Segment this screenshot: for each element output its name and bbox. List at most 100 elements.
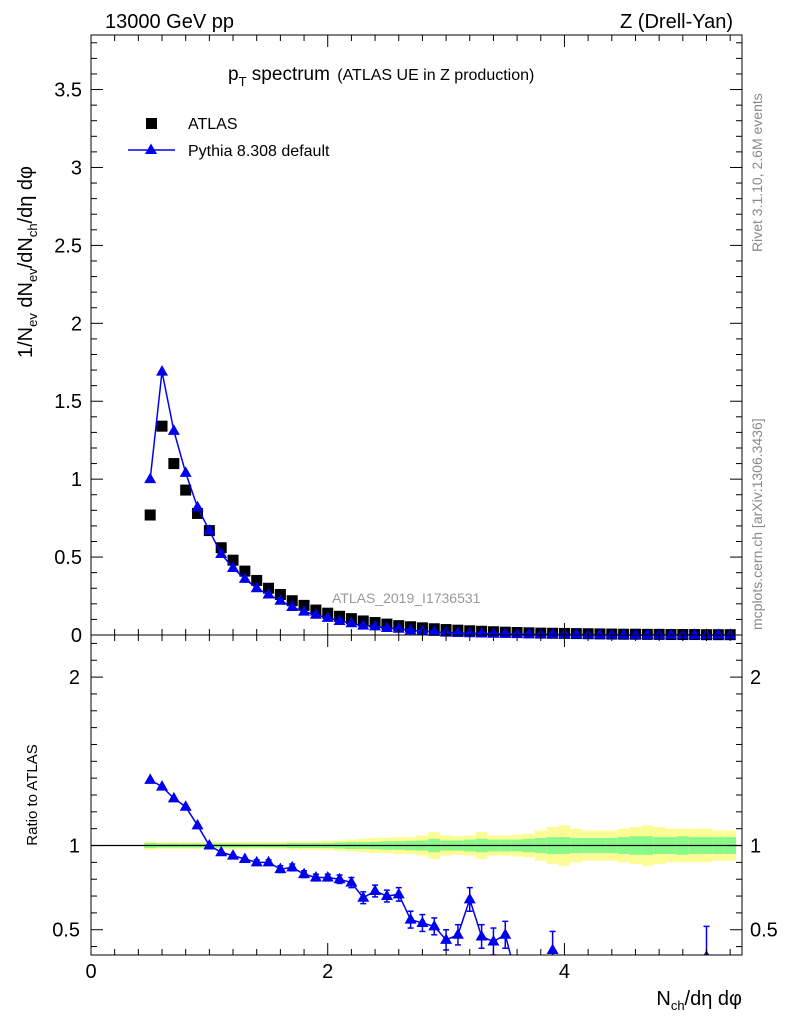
- main-y-tick-label: 2: [71, 313, 82, 335]
- ratio-panel-marks: [144, 773, 710, 955]
- pythia-data-point: [227, 561, 240, 572]
- atlas-data-point: [144, 509, 156, 521]
- ratio-data-point: [262, 855, 275, 867]
- ratio-data-point: [428, 919, 441, 931]
- pythia-data-point: [345, 616, 358, 628]
- main-y-axis-label: 1/Nev dNev/dNch/dη dφ: [15, 166, 40, 358]
- ratio-y-tick-label-right: 0.5: [750, 920, 778, 942]
- pythia-data-point: [369, 619, 382, 631]
- pythia-data-point: [286, 600, 299, 611]
- ratio-data-point: [274, 862, 287, 874]
- ratio-panel-axes: 0 2 4 0.5 0.5 1 1 2 2: [52, 634, 778, 983]
- ratio-data-point: [250, 855, 263, 867]
- plot-title-subscript: T: [239, 74, 247, 89]
- legend-atlas-marker: [146, 118, 157, 129]
- pythia-data-point: [333, 614, 346, 625]
- ratio-data-point: [499, 928, 512, 939]
- pythia-data-point: [617, 628, 630, 639]
- ratio-data-point: [167, 791, 180, 803]
- atlas-data-point: [251, 574, 263, 586]
- ratio-data-point: [345, 876, 358, 887]
- main-y-tick-label: 3: [71, 157, 82, 179]
- ratio-data-point: [546, 943, 559, 954]
- ratio-y-tick-label: 2: [69, 667, 80, 689]
- ratio-data-point: [475, 929, 488, 941]
- pythia-data-point: [392, 622, 405, 633]
- pythia-data-point: [309, 608, 322, 619]
- x-axis-label: Nch/dη dφ: [656, 988, 742, 1013]
- legend-pythia-label: Pythia 8.308 default: [188, 143, 330, 160]
- ratio-data-point: [369, 884, 382, 895]
- plot-title-note: (ATLAS UE in Z production): [337, 67, 534, 84]
- ratio-data-point: [333, 872, 346, 884]
- pythia-data-point: [298, 605, 311, 616]
- atlas-data-point: [156, 420, 168, 432]
- ratio-y-tick-label: 1: [69, 836, 80, 858]
- ratio-y-tick-label-right: 1: [750, 836, 761, 858]
- x-tick-label: 0: [85, 961, 96, 983]
- atlas-data-point: [180, 484, 192, 496]
- ratio-data-point: [451, 928, 464, 939]
- main-y-tick-label: 0: [71, 625, 82, 647]
- pythia-data-point: [179, 466, 192, 477]
- plot-title-main: p: [228, 64, 239, 85]
- main-y-tick-label: 1: [71, 469, 82, 491]
- main-y-tick-label: 0.5: [54, 547, 82, 569]
- ratio-data-point: [357, 891, 370, 902]
- ratio-data-point: [309, 871, 322, 882]
- ratio-data-point: [416, 916, 429, 927]
- pythia-data-point: [712, 628, 725, 639]
- pythia-data-point: [274, 594, 287, 605]
- main-y-tick-label: 2.5: [54, 235, 82, 257]
- pythia-data-point: [641, 628, 654, 639]
- atlas-data-point: [227, 554, 239, 566]
- pythia-data-point: [357, 619, 370, 630]
- atlas-data-point: [192, 507, 204, 519]
- rivet-version-label: Rivet 3.1.10, 2.6M events: [749, 93, 765, 252]
- pythia-data-point: [570, 628, 583, 639]
- pythia-data-point: [546, 627, 559, 639]
- x-tick-label: 4: [559, 961, 570, 983]
- pythia-data-point: [522, 627, 535, 639]
- ratio-data-point: [227, 849, 240, 860]
- ratio-data-point: [156, 780, 169, 791]
- ratio-data-point: [191, 818, 204, 830]
- ratio-data-point: [392, 887, 405, 899]
- atlas-data-point: [239, 565, 251, 577]
- ratio-y-tick-label: 0.5: [52, 920, 80, 942]
- legend-atlas-label: ATLAS: [188, 116, 238, 133]
- plot-title-rest: spectrum: [247, 64, 330, 85]
- x-tick-label: 2: [322, 961, 333, 983]
- pythia-data-point: [688, 628, 701, 639]
- mcplots-label: mcplots.cern.ch [arXiv:1306.3436]: [749, 418, 765, 630]
- header-right-label: Z (Drell-Yan): [620, 11, 733, 33]
- ratio-data-point: [463, 892, 476, 904]
- pythia-data-point: [191, 500, 204, 512]
- ratio-data-point: [321, 871, 334, 882]
- pythia-data-point: [451, 626, 464, 637]
- main-y-tick-label: 3.5: [54, 80, 82, 102]
- ratio-data-point: [440, 933, 453, 944]
- main-panel-axes: 0 0.5 1 1.5 2 2.5 3 3.5: [54, 34, 743, 647]
- ratio-data-point: [487, 935, 500, 946]
- pythia-data-point: [593, 628, 606, 639]
- pythia-data-point: [664, 628, 677, 639]
- main-y-tick-label: 1.5: [54, 391, 82, 413]
- pythia-data-point: [404, 623, 417, 635]
- ratio-data-point: [144, 773, 157, 784]
- pythia-data-point: [156, 365, 169, 376]
- plot-title: pT spectrum (ATLAS UE in Z production): [228, 64, 534, 89]
- pythia-data-point: [380, 621, 393, 632]
- ratio-data-point: [286, 860, 299, 872]
- pythia-data-point: [167, 424, 180, 435]
- pythia-data-point: [428, 625, 441, 636]
- pythia-data-point: [238, 572, 251, 583]
- ratio-data-point: [404, 913, 417, 924]
- ratio-data-point: [203, 839, 216, 850]
- pythia-data-point: [321, 611, 334, 622]
- ratio-data-point: [215, 845, 228, 857]
- pythia-data-point: [203, 524, 216, 535]
- legend: ATLAS Pythia 8.308 default: [128, 116, 330, 160]
